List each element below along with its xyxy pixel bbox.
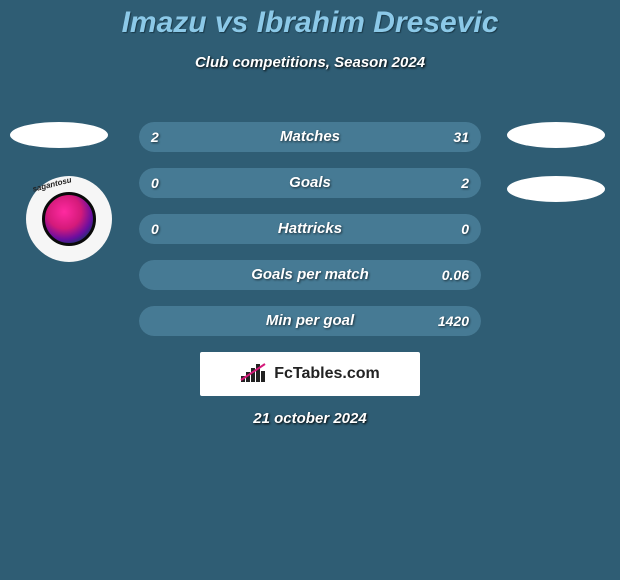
player1-team-logo: sagantosu [26, 176, 112, 262]
team-logo-text: sagantosu [32, 175, 73, 193]
stat-label: Min per goal [139, 306, 481, 336]
stat-value-right: 31 [453, 122, 469, 152]
stat-label: Goals [139, 168, 481, 198]
stat-value-right: 1420 [438, 306, 469, 336]
player2-badge-placeholder [507, 122, 605, 148]
stat-row: Goals per match0.06 [139, 260, 481, 290]
page-title: Imazu vs Ibrahim Dresevic [0, 0, 620, 40]
date: 21 october 2024 [0, 410, 620, 427]
fctables-logo: FcTables.com [200, 352, 420, 396]
stat-value-right: 0.06 [442, 260, 469, 290]
stat-label: Hattricks [139, 214, 481, 244]
stat-value-right: 2 [461, 168, 469, 198]
fctables-icon [240, 362, 268, 387]
fctables-text: FcTables.com [274, 365, 380, 383]
subtitle: Club competitions, Season 2024 [0, 54, 620, 71]
player1-badge-placeholder [10, 122, 108, 148]
comparison-infographic: Imazu vs Ibrahim Dresevic Club competiti… [0, 0, 620, 580]
team-logo-heart-icon [42, 192, 96, 246]
stat-value-right: 0 [461, 214, 469, 244]
stat-row: 2Matches31 [139, 122, 481, 152]
stat-row: 0Goals2 [139, 168, 481, 198]
stat-row: Min per goal1420 [139, 306, 481, 336]
stat-label: Matches [139, 122, 481, 152]
stats-container: 2Matches310Goals20Hattricks0Goals per ma… [139, 122, 481, 352]
player2-badge-placeholder-2 [507, 176, 605, 202]
stat-label: Goals per match [139, 260, 481, 290]
stat-row: 0Hattricks0 [139, 214, 481, 244]
